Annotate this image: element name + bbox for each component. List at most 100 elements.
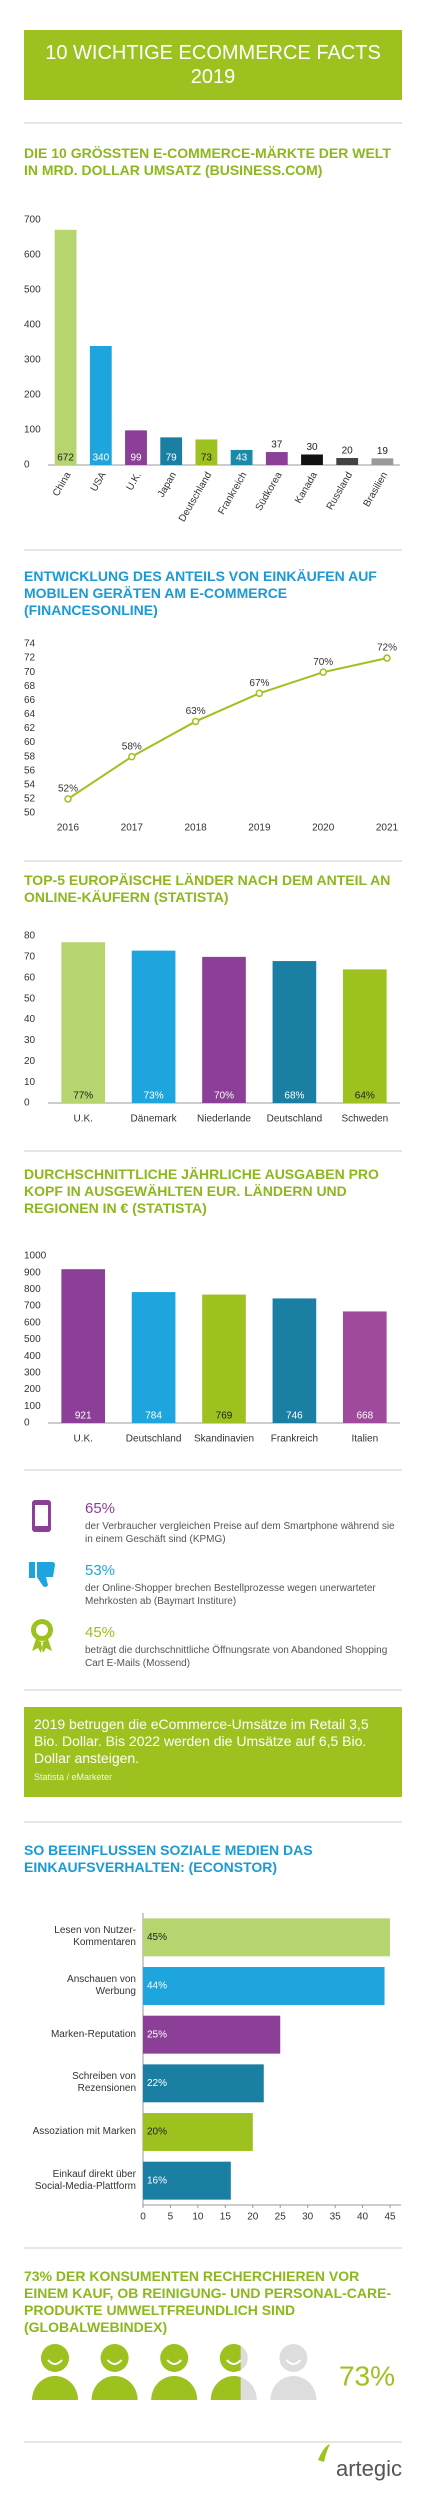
bar [342, 1311, 387, 1423]
fact-text: der Online-Shopper brechen Bestellprozes… [85, 1583, 376, 1607]
x-tick-label: Niederlande [197, 1114, 251, 1125]
value-label: 746 [286, 1411, 303, 1422]
y-tick-label: 800 [24, 1284, 41, 1295]
fact-value: 65% [85, 1500, 116, 1517]
y-category-label: Schreiben von Rezensionen [72, 2071, 136, 2095]
x-tick-label: 25 [275, 2212, 287, 2223]
bar [336, 458, 359, 465]
bar [202, 1294, 246, 1423]
x-tick-label: 35 [330, 2212, 342, 2223]
value-label: 19 [377, 446, 389, 457]
icon-body [151, 2376, 198, 2400]
value-label: 77% [73, 1091, 93, 1102]
icons-filled [32, 2344, 241, 2400]
y-tick-label: 70 [24, 667, 36, 678]
value-label: 20 [342, 446, 354, 457]
value-label: 43 [236, 453, 248, 464]
y-tick-label: 66 [24, 695, 36, 706]
y-tick-label: 72 [24, 653, 36, 664]
y-tick-label: 600 [24, 1317, 41, 1328]
x-tick-label: Schweden [341, 1114, 388, 1125]
x-tick-label: Japan [156, 470, 179, 499]
y-tick-label: 0 [24, 1098, 30, 1109]
y-tick-label: 300 [24, 355, 41, 366]
x-tick-label: 30 [302, 2212, 314, 2223]
y-tick-label: 40 [24, 1014, 36, 1025]
value-label: 769 [216, 1411, 233, 1422]
y-tick-label: 200 [24, 1384, 41, 1395]
x-tick-label: 10 [192, 2212, 204, 2223]
y-tick-label: 60 [24, 737, 36, 748]
y-category-label: Anschauen von Werbung [67, 1973, 136, 1997]
x-tick-label: Italien [351, 1434, 378, 1445]
y-category-label: Marken-Reputation [50, 2028, 136, 2040]
bar [202, 956, 246, 1103]
bar [272, 1298, 317, 1423]
y-tick-label: 60 [24, 972, 36, 983]
chart-title: SO BEEINFLUSSEN SOZIALE MEDIEN DAS EINKA… [24, 1842, 313, 1875]
fact-text: der Verbraucher vergleichen Preise auf d… [85, 1521, 395, 1545]
bar [143, 2064, 264, 2103]
point [191, 717, 200, 726]
bar [143, 2161, 231, 2200]
chart-title: TOP-5 EUROPÄISCHE LÄNDER NACH DEM ANTEIL… [24, 872, 391, 905]
separators [24, 122, 402, 2443]
value-label: 22% [147, 2078, 167, 2089]
x-tick-label: Frankreich [216, 470, 249, 516]
x-tick-label: 2018 [184, 823, 207, 834]
bar [160, 437, 183, 465]
chart-title: 73% DER KONSUMENTEN RECHERCHIEREN VOR EI… [24, 2268, 392, 2335]
x-tick-label: Deutschland [267, 1114, 323, 1125]
highlight-box [24, 1707, 402, 1797]
y-tick-label: 10 [24, 1077, 36, 1088]
bar [342, 969, 387, 1103]
bar [272, 961, 317, 1103]
y-tick-label: 700 [24, 215, 41, 226]
bar [54, 229, 77, 465]
value-label: 668 [356, 1411, 373, 1422]
bar [371, 458, 394, 465]
y-tick-label: 58 [24, 751, 36, 762]
bar [131, 1292, 176, 1423]
point [319, 668, 327, 676]
value-label: 73% [339, 2360, 395, 2391]
y-category-label: Lesen von Nutzer-Kommentaren [54, 1925, 136, 1949]
y-tick-label: 0 [24, 460, 30, 471]
x-tick-label: China [51, 470, 74, 499]
icon-body [270, 2376, 317, 2400]
value-label: 25% [147, 2029, 167, 2040]
x-tick-label: Dänemark [131, 1114, 178, 1125]
value-label: 70% [313, 657, 333, 668]
x-tick-label: 0 [140, 2212, 146, 2223]
y-tick-label: 80 [24, 931, 36, 942]
header-title: 10 WICHTIGE ECOMMERCE FACTS 2019 [45, 42, 381, 88]
y-tick-label: 50 [24, 808, 36, 819]
icon-smile [226, 2359, 241, 2365]
value-label: 340 [92, 453, 109, 464]
fact-value: 45% [85, 1624, 116, 1641]
value-label: 73% [144, 1091, 164, 1102]
value-label: 921 [75, 1411, 92, 1422]
bar [89, 346, 112, 465]
x-tick-label: Südkorea [254, 470, 285, 513]
x-tick-label: 45 [384, 2212, 396, 2223]
y-tick-label: 64 [24, 709, 36, 720]
icon-head [279, 2344, 308, 2372]
y-tick-label: 600 [24, 250, 41, 261]
x-tick-label: Frankreich [271, 1434, 318, 1445]
x-tick-label: 2017 [121, 823, 144, 834]
bar [143, 2113, 253, 2151]
value-label: 70% [214, 1091, 234, 1102]
bar [143, 1918, 391, 1957]
x-tick-label: 40 [357, 2212, 369, 2223]
value-label: 672 [57, 453, 74, 464]
y-tick-label: 500 [24, 1334, 41, 1345]
x-tick-label: 2019 [248, 823, 271, 834]
x-tick-label: 2016 [57, 823, 80, 834]
highlight-source: Statista / eMarketer [34, 1772, 113, 1782]
x-tick-label: Russland [325, 470, 355, 512]
point [383, 654, 391, 662]
point [255, 689, 264, 698]
x-tick-label: U.K. [73, 1114, 92, 1125]
